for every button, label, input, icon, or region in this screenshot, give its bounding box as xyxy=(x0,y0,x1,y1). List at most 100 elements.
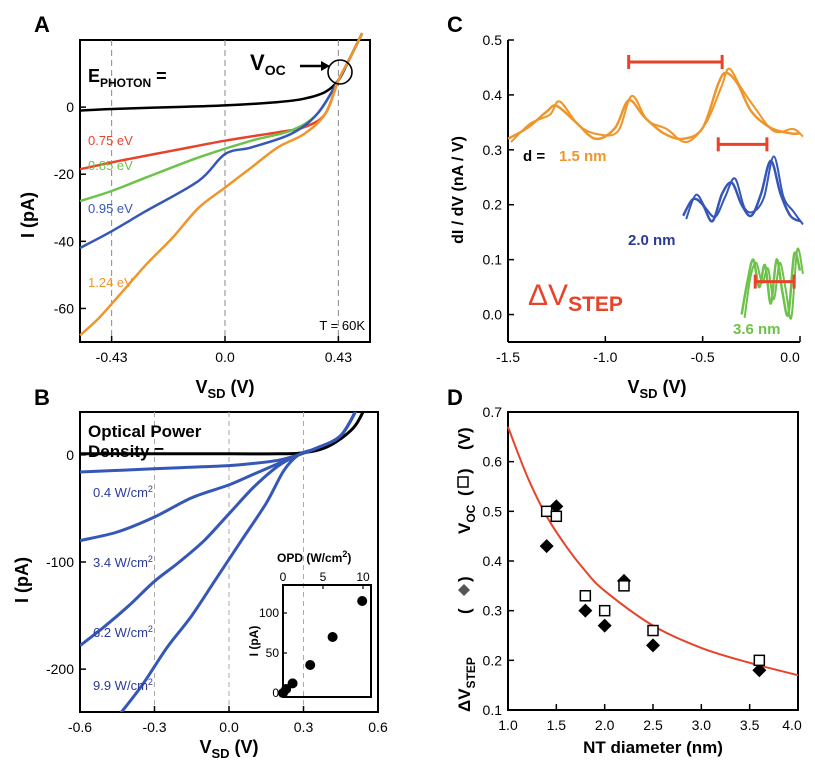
opd-title-line2: Density = xyxy=(88,442,164,461)
panel-b-series-label-2: 6.2 W/cm2 xyxy=(93,624,153,640)
voc-point-2 xyxy=(579,590,592,602)
panel-a-series-0 xyxy=(79,32,364,112)
panel-d-ytick-label-0: 0.7 xyxy=(483,404,503,420)
vstep-ylabel: ΔVSTEP xyxy=(455,657,478,712)
panel-b-xlabel: VSD (V) xyxy=(199,737,258,760)
inset-frame xyxy=(282,584,372,698)
panel-b-ytick-label-0: 0 xyxy=(66,447,74,463)
panel-c-series-label-2: 3.6 nm xyxy=(733,321,781,338)
panel-c-series-label-1: 2.0 nm xyxy=(628,232,676,249)
panel-c-series-1-trace2 xyxy=(685,155,804,226)
panel-b-xtick-label-1: -0.3 xyxy=(142,719,166,735)
panel-a-xtick-label-0: -0.43 xyxy=(96,349,128,365)
panel-c-series-2-trace2 xyxy=(743,247,804,320)
panel-b-series-label-3: 9.9 W/cm2 xyxy=(93,677,153,693)
vstep-point-5 xyxy=(646,638,660,653)
panel-b-series-label-1: 3.4 W/cm2 xyxy=(93,554,153,570)
panel-d-ylabel: ΔVSTEP ( ) VOC ( ) (V) xyxy=(455,427,478,712)
panel-b-xtick-label-3: 0.3 xyxy=(294,719,314,735)
panel-c-ytick-label-1: 0.4 xyxy=(483,87,503,103)
voc-circle xyxy=(327,59,353,85)
voc-ylabel: VOC xyxy=(455,504,478,534)
panel-a-xtick-label-2: 0.43 xyxy=(325,349,352,365)
panel-d-ytick-label-1: 0.6 xyxy=(483,454,503,470)
panel-b-series-4 xyxy=(119,412,357,712)
panel-d-xtick-label-1: 1.5 xyxy=(547,717,567,733)
vstep-ylabel-diamond xyxy=(458,584,470,596)
panel-d-xtick-label-2: 2.0 xyxy=(595,717,615,733)
panel-d-xtick-label-4: 3.0 xyxy=(692,717,712,733)
panel-d-ytick-label-4: 0.3 xyxy=(483,603,503,619)
panel-a-series-label-1: 0.85 eV xyxy=(88,158,133,173)
panel-c-ytick-label-3: 0.2 xyxy=(483,197,503,213)
panel-a-ylabel: I (pA) xyxy=(18,192,38,238)
voc-point-5 xyxy=(647,624,659,637)
voc-point-6 xyxy=(753,654,766,667)
ephoton-label: EPHOTON = xyxy=(88,66,167,90)
panel-c-ytick-label-5: 0.0 xyxy=(483,307,503,323)
delta-vstep-label: ΔVSTEP xyxy=(528,279,623,316)
d-label: d = xyxy=(523,148,545,165)
panel-a-xlabel: VSD (V) xyxy=(195,377,254,401)
panel-a-ytick-label-2: -40 xyxy=(54,233,74,249)
panel-a-ytick-label-0: 0 xyxy=(66,99,74,115)
panel-c-ytick-label-2: 0.3 xyxy=(483,142,503,158)
temperature-label: T = 60K xyxy=(319,318,365,333)
panel-c-series-label-0: 1.5 nm xyxy=(559,148,607,165)
panel-b-plot xyxy=(80,412,365,712)
panel-c-ylabel: dI / dV (nA / V) xyxy=(450,136,467,244)
vstep-point-6 xyxy=(752,663,767,678)
voc-point-3 xyxy=(598,604,611,617)
vstep-ylabel-paren-close: ) xyxy=(455,576,474,582)
panel-a-ytick-label-3: -60 xyxy=(54,300,74,316)
panel-a-series-label-2: 0.95 eV xyxy=(88,201,133,216)
inset-xtick-label-0: 0 xyxy=(280,570,287,584)
panel-c-ytick-label-0: 0.5 xyxy=(483,32,503,48)
panel-c-xtick-label-1: -1.0 xyxy=(593,349,617,365)
panel-d: D 0.7 0.6 0.5 0.4 0.3 0.2 0.1 1.0 1.5 2.0 2.5 3.0 3… xyxy=(447,385,802,757)
panel-c-letter: C xyxy=(447,12,463,37)
panel-d-xtick-label-6: 4.0 xyxy=(782,717,802,733)
panel-b-xtick-label-2: 0.0 xyxy=(219,719,239,735)
voc-point-0 xyxy=(540,505,553,518)
panel-c-series-0-trace2 xyxy=(510,67,804,144)
voc-point-4 xyxy=(618,580,630,592)
inset-xlabel: OPD (W/cm2) xyxy=(277,549,351,565)
panel-b-ytick-label-2: -200 xyxy=(46,661,74,677)
panel-b-ytick-label-1: -100 xyxy=(46,554,74,570)
inset-ytick-label-0: 0 xyxy=(272,686,279,700)
panel-d-ytick-label-6: 0.1 xyxy=(483,702,503,718)
panel-a: A 0 -20 -40 -60 -0.43 0.0 0.43 I (pA) VSD (V)… xyxy=(18,12,371,401)
vstep-point-1 xyxy=(549,499,564,514)
voc-ylabel-paren-open: ( xyxy=(455,490,474,496)
voc-label: VOC xyxy=(250,50,286,78)
panel-c-xtick-label-0: -1.5 xyxy=(496,349,520,365)
panel-b: B 0 -100 -200 -0.6 -0.3 0.0 0.3 0.6 I (pA) VSD… xyxy=(12,385,388,760)
panel-b-xtick-label-4: 0.6 xyxy=(368,719,388,735)
panel-a-series-label-3: 1.24 eV xyxy=(88,275,133,290)
vstep-point-3 xyxy=(597,618,612,633)
panel-c-xtick-label-2: -0.5 xyxy=(691,349,715,365)
panel-d-ytick-label-5: 0.2 xyxy=(483,652,503,668)
panel-b-series-label-0: 0.4 W/cm2 xyxy=(93,484,153,500)
panel-b-ylabel: I (pA) xyxy=(12,557,32,603)
voc-arrowhead xyxy=(321,61,330,71)
panel-c-xlabel: VSD (V) xyxy=(627,377,686,401)
opd-title-line1: Optical Power xyxy=(88,422,202,441)
panel-a-xtick-label-1: 0.0 xyxy=(215,349,235,365)
voc-ylabel-unit: (V) xyxy=(455,427,474,450)
voc-ylabel-paren-close: ) xyxy=(455,468,474,474)
panel-d-letter: D xyxy=(447,385,463,410)
vstep-point-2 xyxy=(578,603,593,618)
vstep-ylabel-paren-open: ( xyxy=(455,608,474,614)
panel-a-ytick-label-1: -20 xyxy=(54,166,74,182)
panel-c-xtick-label-3: 0.0 xyxy=(780,349,800,365)
voc-ylabel-square xyxy=(457,476,469,488)
inset-point-2 xyxy=(287,678,298,689)
panel-c-series-2 xyxy=(740,251,802,318)
panel-a-series-4 xyxy=(79,32,364,337)
inset-xtick-label-2: 10 xyxy=(356,570,370,584)
inset-ylabel: I (pA) xyxy=(247,626,261,657)
